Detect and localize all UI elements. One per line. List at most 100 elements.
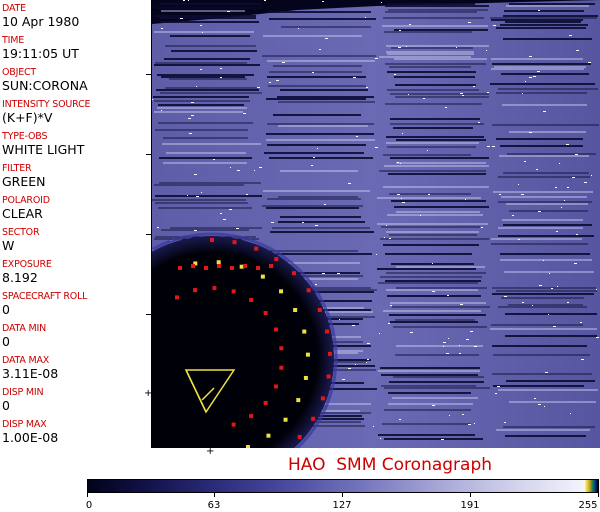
- field-label: DATA MAX: [2, 355, 50, 366]
- field-label: SECTOR: [2, 227, 40, 238]
- hot-pixel: [445, 107, 447, 108]
- coronagraph-canvas: [152, 0, 600, 448]
- hot-pixel: [196, 196, 199, 197]
- hot-pixel: [325, 38, 328, 39]
- field-label: FILTER: [2, 163, 32, 174]
- hot-pixel: [191, 115, 194, 116]
- hot-pixel: [570, 413, 571, 414]
- yellow-marker: [266, 433, 271, 438]
- red-marker: [263, 311, 268, 316]
- hot-pixel: [574, 263, 577, 264]
- red-marker: [273, 327, 278, 332]
- hot-pixel: [408, 94, 409, 95]
- hot-pixel: [537, 71, 540, 72]
- field-value: 3.11E-08: [2, 366, 59, 381]
- hot-pixel: [504, 296, 507, 297]
- hot-pixel: [487, 146, 490, 147]
- hot-pixel: [576, 234, 578, 235]
- hot-pixel: [420, 215, 421, 216]
- hot-pixel: [394, 74, 396, 75]
- hot-pixel: [584, 182, 587, 183]
- hot-pixel: [529, 56, 532, 57]
- field-time: TIME 19:11:05 UT: [0, 32, 151, 64]
- colorbar-tick: [470, 493, 471, 497]
- hot-pixel: [337, 273, 340, 274]
- field-sector: SECTOR W: [0, 224, 151, 256]
- hot-pixel: [375, 147, 378, 148]
- hot-pixel: [447, 295, 449, 296]
- hot-pixel: [572, 177, 575, 178]
- hot-pixel: [400, 163, 401, 164]
- colorbar: [87, 479, 599, 493]
- hot-pixel: [460, 93, 463, 94]
- field-label: DISP MAX: [2, 419, 47, 430]
- hot-pixel: [180, 18, 183, 19]
- hot-pixel: [557, 286, 558, 287]
- hot-pixel: [399, 419, 401, 420]
- field-value: W: [2, 238, 15, 253]
- hot-pixel: [567, 302, 569, 303]
- hot-pixel: [264, 0, 266, 1]
- yellow-marker: [279, 289, 284, 294]
- hot-pixel: [486, 50, 487, 51]
- hot-pixel: [522, 302, 524, 303]
- colorbar-label: 255: [578, 500, 598, 511]
- red-marker: [191, 264, 195, 268]
- colorbar-tick: [214, 493, 215, 497]
- hot-pixel: [551, 288, 553, 289]
- red-marker: [279, 365, 284, 370]
- hot-pixel: [459, 353, 461, 354]
- field-label: DISP MIN: [2, 387, 44, 398]
- hot-pixel: [386, 225, 387, 226]
- yellow-marker: [260, 274, 265, 279]
- hot-pixels: [152, 0, 599, 440]
- red-marker: [217, 264, 221, 268]
- hot-pixel: [409, 24, 411, 25]
- hot-pixel: [529, 132, 532, 133]
- hot-pixel: [223, 219, 226, 220]
- hot-pixel: [536, 169, 538, 170]
- hot-pixel: [269, 82, 271, 83]
- axis-tick: [146, 74, 151, 75]
- red-marker: [204, 266, 208, 270]
- colorbar-tick: [598, 493, 599, 497]
- red-marker: [326, 374, 331, 379]
- hot-pixel: [213, 159, 215, 160]
- hot-pixel: [492, 146, 495, 147]
- hot-pixel: [478, 122, 480, 123]
- hot-pixel: [468, 424, 471, 425]
- red-marker: [291, 271, 296, 276]
- hot-pixel: [555, 187, 557, 188]
- hot-pixel: [462, 414, 464, 415]
- hot-pixel: [302, 222, 304, 223]
- hot-pixel: [188, 0, 189, 1]
- red-marker: [210, 238, 214, 242]
- hot-pixel: [390, 305, 392, 306]
- hot-pixel: [518, 184, 519, 185]
- field-label: EXPOSURE: [2, 259, 52, 270]
- hot-pixel: [237, 170, 240, 171]
- red-marker: [273, 384, 278, 389]
- hot-pixel: [342, 379, 345, 380]
- red-marker: [231, 422, 236, 427]
- hot-pixel: [468, 22, 471, 23]
- hot-pixel: [200, 69, 202, 70]
- field-label: INTENSITY SOURCE: [2, 99, 91, 110]
- hot-pixel: [366, 362, 367, 363]
- hot-pixel: [521, 194, 524, 195]
- hot-pixel: [456, 47, 457, 48]
- crosshair-mark: +: [144, 388, 153, 399]
- hot-pixel: [504, 422, 506, 423]
- hot-pixel: [460, 304, 463, 305]
- hot-pixel: [355, 364, 356, 365]
- red-marker: [274, 257, 279, 262]
- red-marker: [230, 266, 234, 270]
- field-value: 0: [2, 334, 10, 349]
- yellow-marker: [283, 417, 288, 422]
- hot-pixel: [448, 338, 449, 339]
- hot-pixel: [315, 284, 317, 285]
- field-value: 10 Apr 1980: [2, 14, 80, 29]
- hot-pixel: [533, 76, 536, 77]
- field-label: POLAROID: [2, 195, 50, 206]
- hot-pixel: [230, 167, 231, 168]
